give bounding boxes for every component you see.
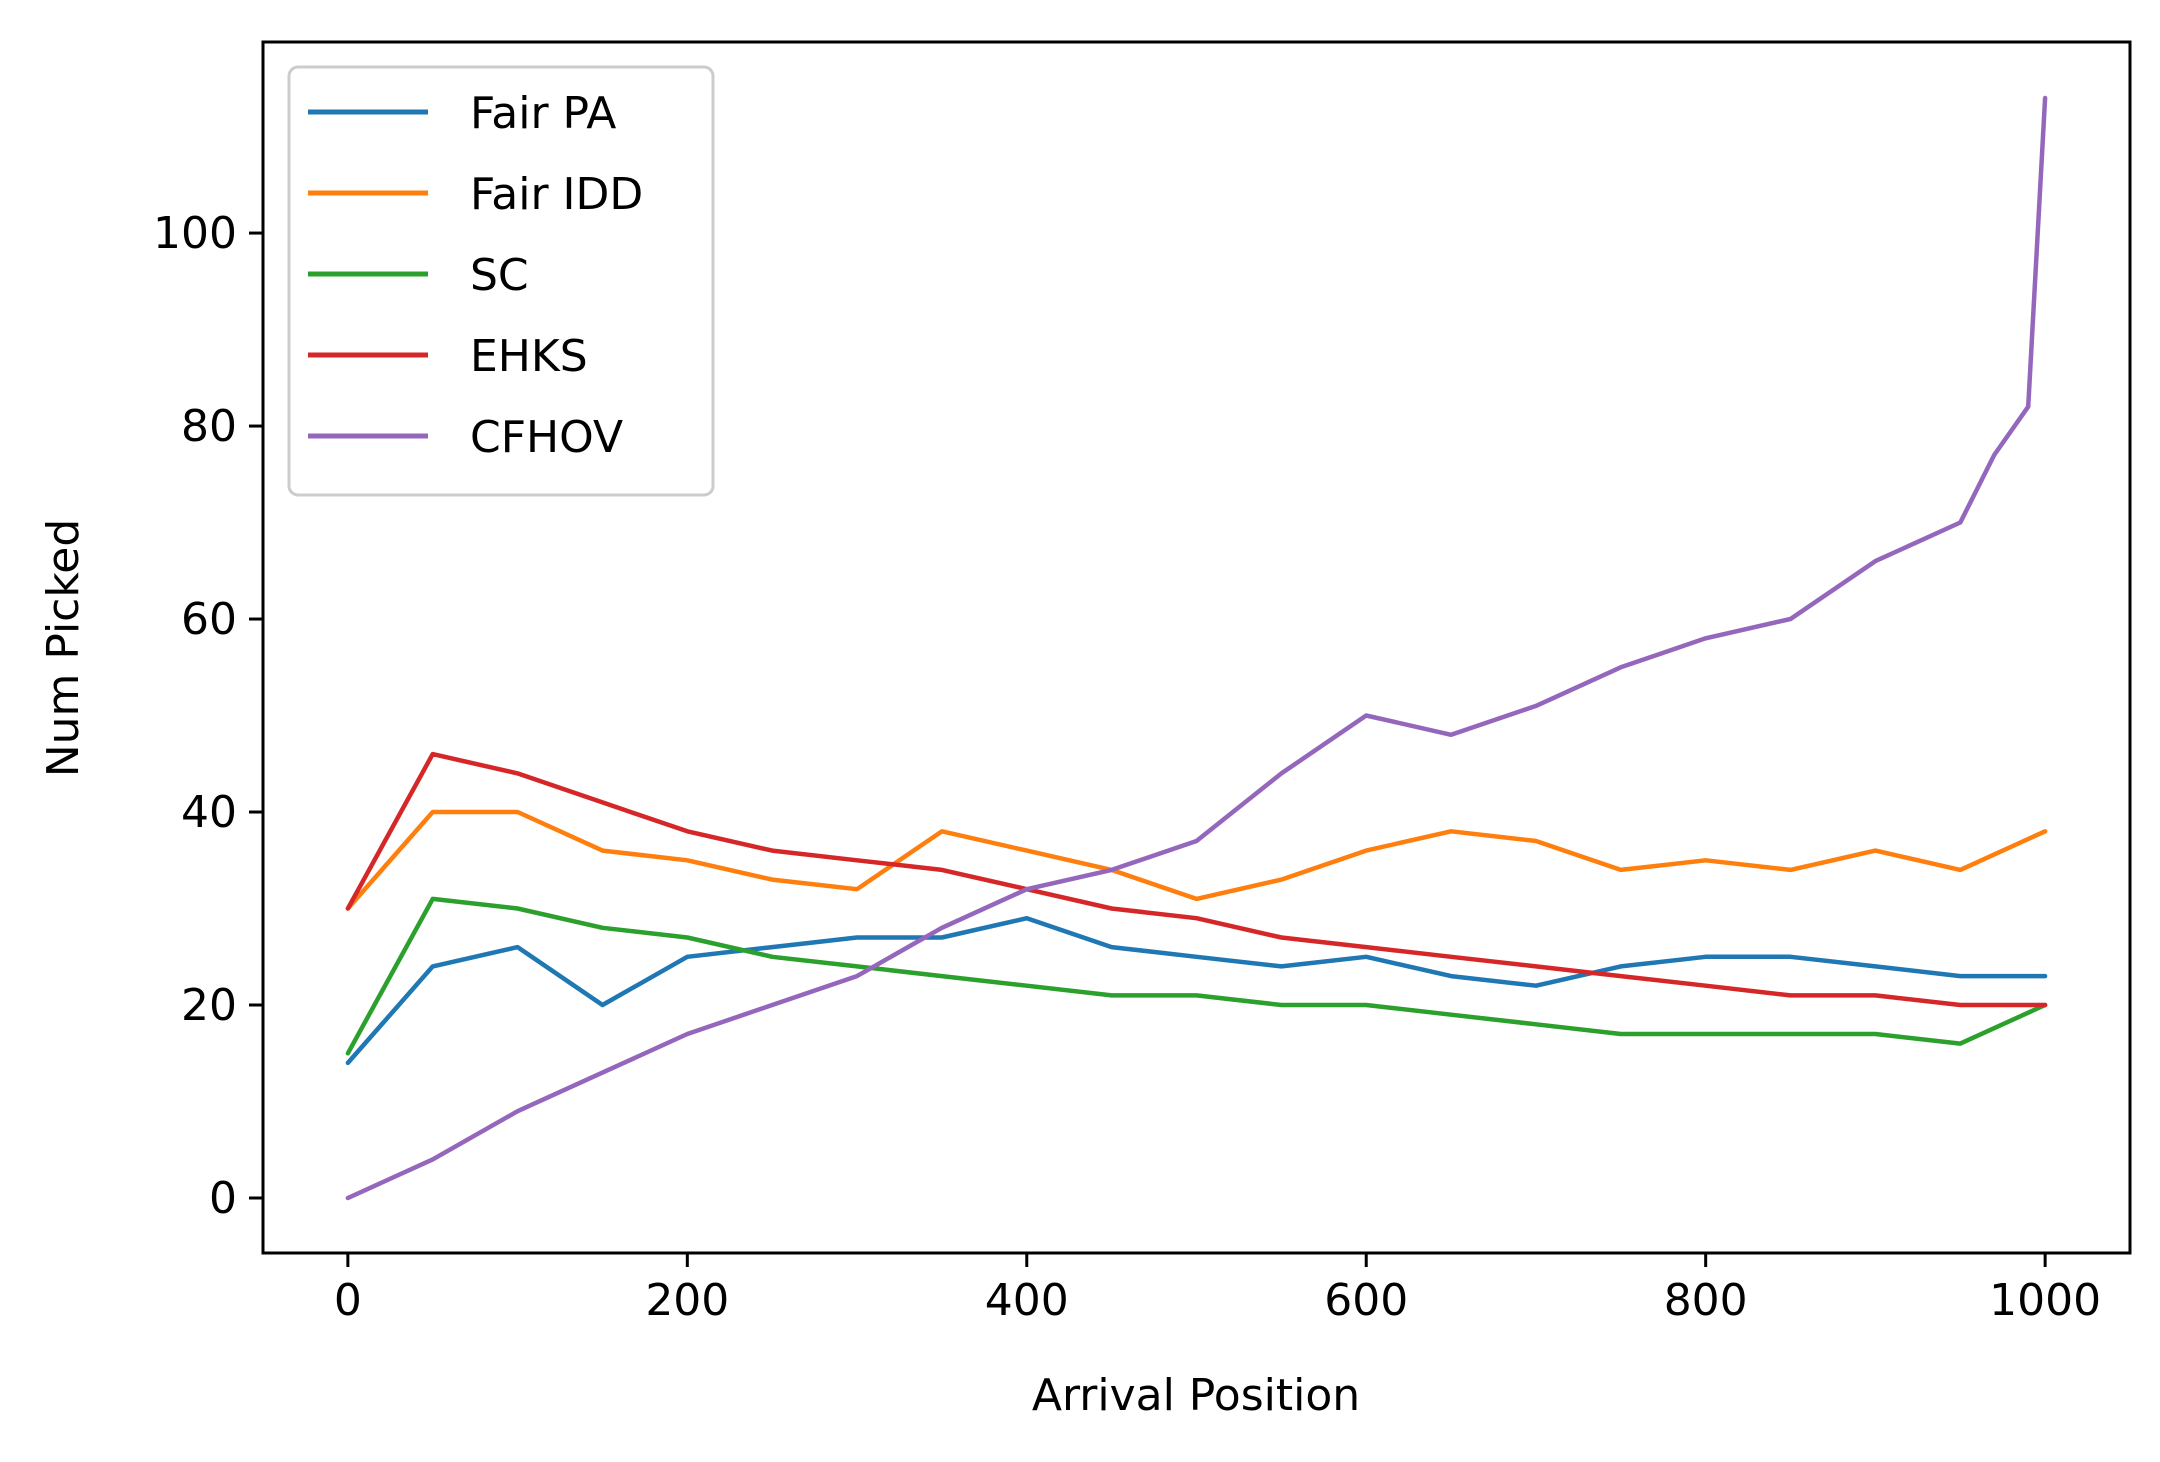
y-tick-label: 100 (153, 208, 237, 259)
x-tick-label: 1000 (1989, 1275, 2101, 1326)
plot-frame (261, 40, 2132, 1255)
y-tick-label: 0 (209, 1173, 237, 1224)
y-tick-label: 60 (181, 594, 237, 645)
x-tick-label: 400 (985, 1275, 1069, 1326)
series-line-1 (345, 915, 2048, 1066)
series-line-4 (345, 751, 2048, 1008)
legend-label-4: EHKS (470, 331, 588, 382)
x-tick-label: 600 (1324, 1275, 1408, 1326)
y-axis-title: Num Picked (38, 519, 89, 778)
legend-label-5: CFHOV (470, 412, 623, 463)
y-tick-label: 20 (181, 980, 237, 1031)
y-tick-label: 80 (181, 401, 237, 452)
legend-label-3: SC (470, 250, 529, 301)
series-line-5 (345, 95, 2048, 1201)
series-line-3 (345, 896, 2048, 1056)
x-tick-label: 200 (645, 1275, 729, 1326)
legend: Fair PA Fair IDD SC EHKS CFHOV (287, 65, 715, 497)
y-tick-label: 40 (181, 787, 237, 838)
legend-label-1: Fair PA (470, 88, 616, 139)
x-axis-title: Arrival Position (1032, 1370, 1360, 1421)
legend-box (287, 65, 715, 497)
legend-items: Fair PA Fair IDD SC EHKS CFHOV (308, 88, 643, 463)
series-line-2 (345, 809, 2048, 911)
legend-label-2: Fair IDD (470, 169, 643, 220)
x-tick-label: 800 (1664, 1275, 1748, 1326)
tick-layer: 0 200 400 600 800 1000 0 20 40 60 80 100 (153, 208, 2101, 1326)
x-tick-label: 0 (334, 1275, 362, 1326)
series-layer (345, 95, 2048, 1201)
